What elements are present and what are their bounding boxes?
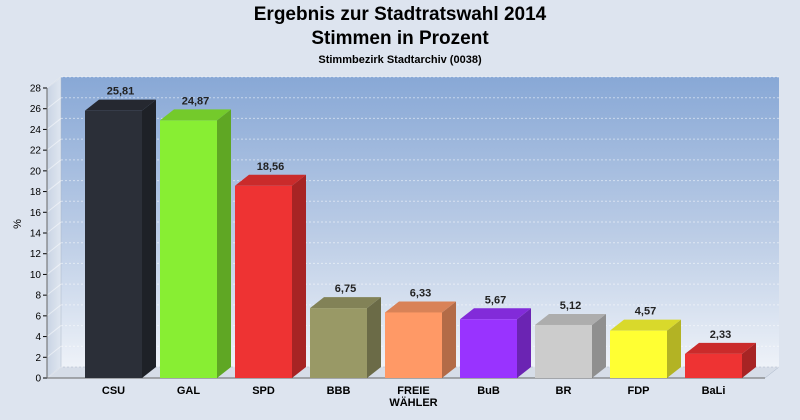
x-tick-label: WÄHLER	[389, 396, 437, 409]
bar	[310, 308, 367, 378]
bar-top	[685, 342, 756, 354]
y-tick-label: 24	[30, 125, 42, 136]
y-tick-label: 16	[30, 208, 42, 219]
bar	[535, 324, 592, 378]
gridline-side	[46, 97, 62, 110]
bar-value-label: 4,57	[635, 306, 656, 318]
y-tick-label: 18	[30, 187, 42, 198]
gridline-side	[46, 242, 62, 255]
gridline-side	[46, 118, 62, 130]
x-tick-label: GAL	[177, 385, 201, 397]
gridline-side	[46, 138, 62, 151]
bar-value-label: 18,56	[257, 161, 285, 173]
bar-value-label: 6,75	[335, 283, 356, 295]
y-tick-label: 2	[35, 353, 41, 364]
y-tick-label: 6	[35, 311, 41, 322]
bar-top	[235, 174, 306, 186]
bar-value-label: 5,12	[560, 300, 581, 312]
chart-title: Ergebnis zur Stadtratswahl 2014	[253, 4, 547, 25]
x-tick-label: BaLi	[702, 385, 726, 397]
gridline-side	[46, 263, 62, 275]
bar	[235, 185, 292, 378]
bar	[685, 353, 742, 378]
bar-top	[160, 109, 231, 121]
gridline-side	[46, 159, 62, 172]
y-tick-label: 10	[30, 270, 42, 281]
bar-side	[217, 109, 231, 379]
y-tick-label: 20	[30, 166, 42, 177]
x-tick-label: BBB	[327, 385, 351, 397]
bar-value-label: 6,33	[410, 287, 431, 299]
y-axis-label: %	[12, 219, 24, 229]
bar-side	[292, 174, 306, 378]
bar-side	[517, 308, 531, 378]
bar-top	[310, 297, 381, 309]
bar-top	[535, 313, 606, 325]
y-tick-label: 4	[35, 332, 41, 343]
bar-value-label: 5,67	[485, 294, 506, 306]
bar-side	[142, 99, 156, 379]
bar-top	[385, 301, 456, 313]
y-tick-label: 12	[30, 249, 42, 260]
bar-value-label: 2,33	[710, 329, 731, 341]
gridline-side	[46, 76, 62, 89]
bar	[460, 319, 517, 378]
y-tick-label: 14	[30, 229, 42, 240]
x-tick-label: FREIE	[397, 385, 429, 397]
bar-value-label: 24,87	[182, 95, 210, 107]
gridline-side	[46, 304, 62, 317]
x-tick-label: SPD	[252, 385, 275, 397]
bar-top	[610, 319, 681, 331]
y-tick-label: 0	[35, 374, 41, 385]
gridline-side	[46, 283, 62, 296]
chart-subtitle: Stimmen in Prozent	[311, 28, 489, 49]
bar-side	[742, 342, 756, 378]
bar	[85, 110, 142, 379]
gridline-side	[46, 200, 62, 213]
gridline-side	[46, 366, 62, 379]
x-tick-label: BuB	[477, 385, 500, 397]
y-tick-label: 22	[30, 146, 42, 157]
bar	[160, 120, 217, 379]
bar-value-label: 25,81	[107, 86, 135, 98]
y-tick-label: 8	[35, 291, 41, 302]
x-tick-label: FDP	[628, 385, 650, 397]
gridline-side	[46, 345, 62, 358]
bar	[610, 330, 667, 378]
gridline-side	[46, 180, 62, 192]
x-tick-label: CSU	[102, 385, 125, 397]
bar-top	[85, 99, 156, 111]
bar-side	[667, 319, 681, 378]
x-tick-label: BR	[556, 385, 572, 397]
bar-side	[442, 301, 456, 378]
bar-top	[460, 308, 531, 320]
y-tick-label: 26	[30, 104, 42, 115]
y-tick-label: 28	[30, 84, 42, 95]
bar-side	[592, 313, 606, 378]
gridline-side	[46, 325, 62, 337]
gridline-side	[46, 221, 62, 234]
bar	[385, 312, 442, 378]
bar-side	[367, 297, 381, 378]
district-label: Stimmbezirk Stadtarchiv (0038)	[318, 54, 482, 66]
